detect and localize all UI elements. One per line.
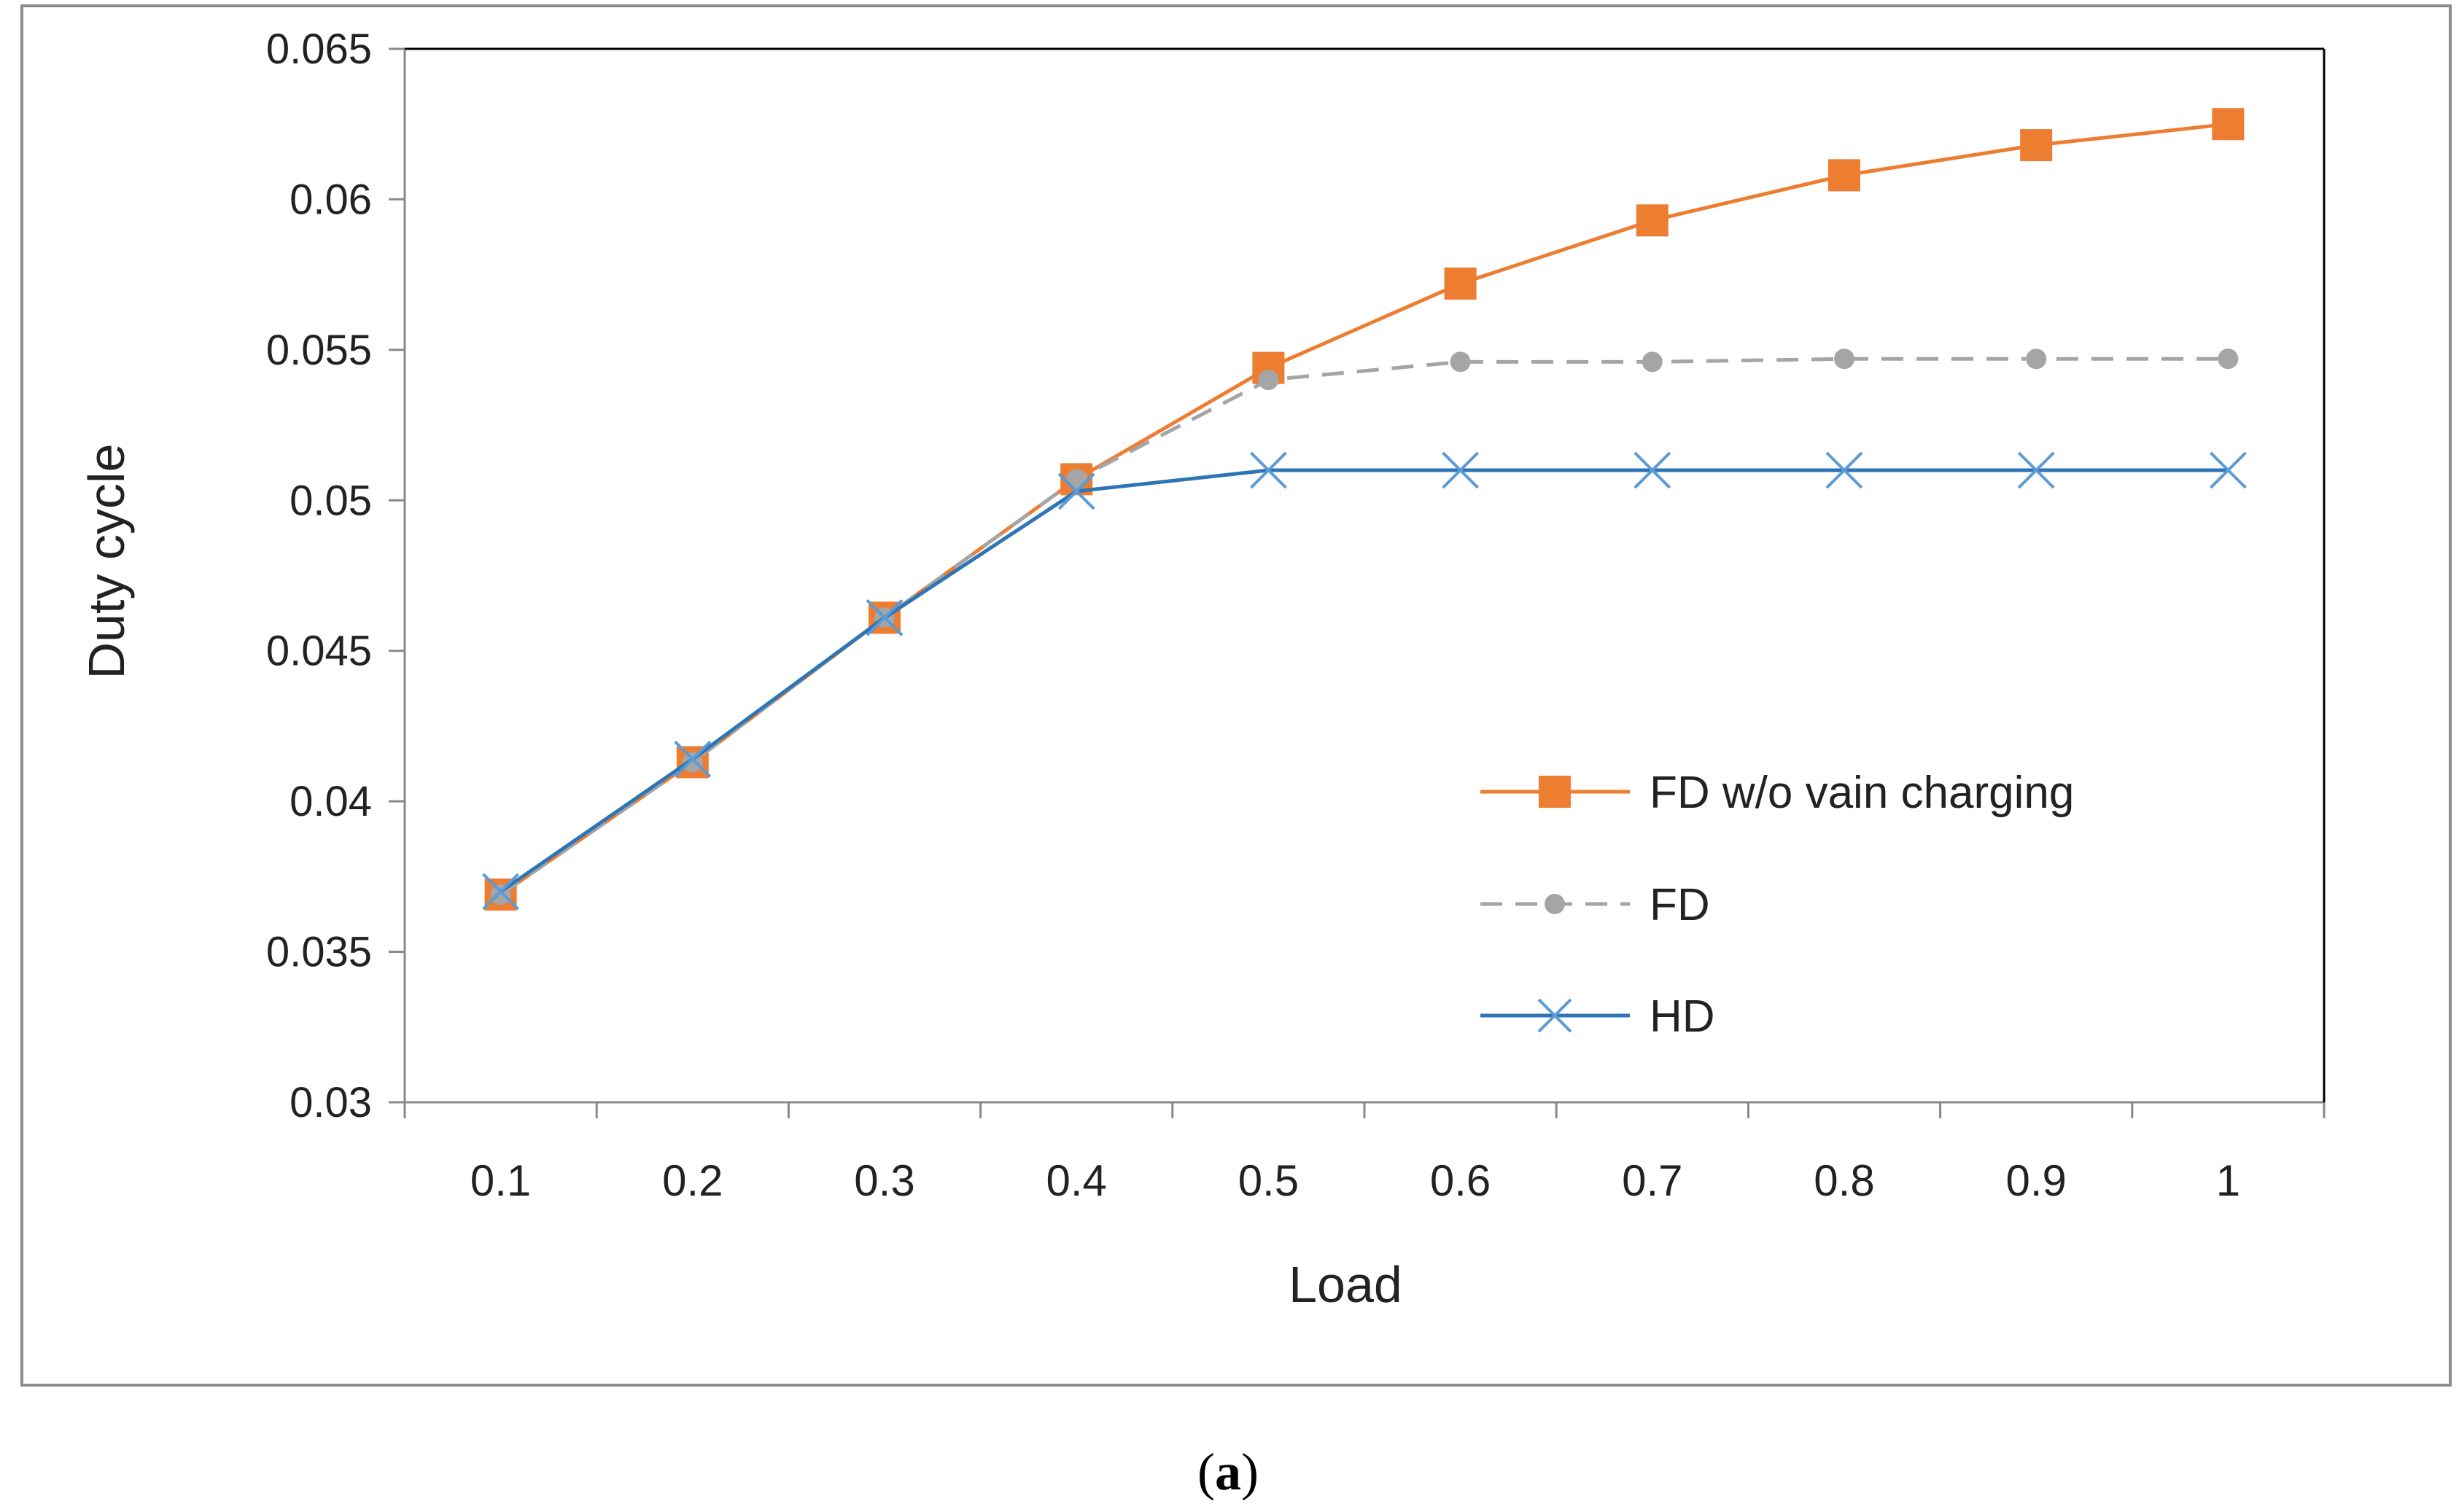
data-point-hd (2017, 451, 2055, 489)
caption-close-paren: ) (1241, 1443, 1259, 1501)
chart-outer-frame (20, 4, 2452, 1387)
data-point-stroke (674, 740, 712, 778)
legend-label-hd: HD (1650, 991, 1715, 1042)
y-axis-title: Duty cycle (78, 444, 135, 679)
data-point-hd (1057, 472, 1095, 510)
axes-layer: 0.03 0.035 0.04 0.045 0.05 0.055 0.06 0.065 0.1 0… (266, 26, 2326, 1205)
data-point-stroke (2017, 451, 2055, 489)
data-point-fd (1834, 348, 1854, 370)
data-point-hd (482, 873, 520, 911)
x-tick-label: 0.3 (854, 1156, 914, 1205)
x-tick-label: 0.5 (1238, 1156, 1299, 1205)
data-point-stroke (1442, 451, 1480, 489)
legend-item-fd-wo-vain-charging: FD w/o vain charging (1480, 768, 2074, 818)
data-point-fd-w-o-vain-charging (2212, 108, 2245, 141)
data-point-fd-w-o-vain-charging (1444, 268, 1477, 300)
legend-label-fd: FD (1650, 880, 1710, 930)
caption-open-paren: ( (1197, 1443, 1215, 1501)
series-hd (482, 451, 2247, 911)
legend-label-fd-wo-vain-charging: FD w/o vain charging (1650, 768, 2074, 818)
data-point-fd (2026, 348, 2047, 370)
y-tick-label: 0.03 (290, 1079, 372, 1126)
figure-caption: (a) (1197, 1443, 1259, 1501)
data-point-fd (1066, 469, 1087, 490)
y-tick-label: 0.05 (290, 477, 372, 524)
data-point-fd (1450, 351, 1471, 373)
y-tick-label: 0.065 (266, 26, 372, 73)
x-tick-label: 0.2 (662, 1156, 723, 1205)
x-axis-title: Load (1289, 1256, 1402, 1313)
x-tick-label: 0.9 (2005, 1156, 2066, 1205)
y-tick-label: 0.035 (266, 929, 372, 976)
x-tick-label: 0.8 (1814, 1156, 1874, 1205)
data-point-fd-w-o-vain-charging (1828, 159, 1860, 192)
data-point-stroke (1057, 472, 1095, 510)
data-point-stroke (482, 873, 520, 911)
data-point-hd (1825, 451, 1863, 489)
x-tick-label: 1 (2216, 1156, 2240, 1205)
data-point-hd (674, 740, 712, 778)
data-point-hd (1249, 451, 1287, 489)
legend-item-fd: FD (1480, 880, 1710, 930)
y-tick-label: 0.045 (266, 628, 372, 675)
data-point-stroke (1249, 451, 1287, 489)
data-point-hd (2209, 451, 2247, 489)
x-tick-label: 0.6 (1430, 1156, 1491, 1205)
x-tick-label: 0.7 (1622, 1156, 1682, 1205)
data-point-stroke (1633, 451, 1671, 489)
y-tick-label: 0.055 (266, 327, 372, 374)
legend-swatch-marker-hd (1537, 998, 1572, 1033)
data-point-fd-w-o-vain-charging (2020, 129, 2053, 162)
data-point-hd (866, 599, 904, 636)
x-tick-label: 0.1 (470, 1156, 531, 1205)
series-line-hd (500, 468, 2229, 894)
data-point-hd (1442, 451, 1480, 489)
data-point-fd (1258, 370, 1279, 391)
x-tick-label: 0.4 (1046, 1156, 1106, 1205)
legend-item-hd: HD (1480, 991, 1715, 1042)
caption-letter: a (1215, 1443, 1241, 1501)
data-point-stroke (1825, 451, 1863, 489)
series-layer (482, 108, 2247, 911)
data-point-hd (1633, 451, 1671, 489)
legend-swatch-marker-fd-wo-vain-charging (1539, 776, 1571, 808)
y-tick-label: 0.04 (290, 778, 372, 825)
y-tick-label: 0.06 (290, 176, 372, 223)
legend-swatch-marker-fd (1545, 894, 1565, 914)
data-point-fd (2218, 348, 2239, 370)
data-point-stroke (2209, 451, 2247, 489)
data-point-fd (1642, 351, 1663, 373)
data-point-fd-w-o-vain-charging (1636, 204, 1669, 237)
data-point-stroke (866, 599, 904, 636)
legend: FD w/o vain charging FD HD (1480, 768, 2074, 1042)
